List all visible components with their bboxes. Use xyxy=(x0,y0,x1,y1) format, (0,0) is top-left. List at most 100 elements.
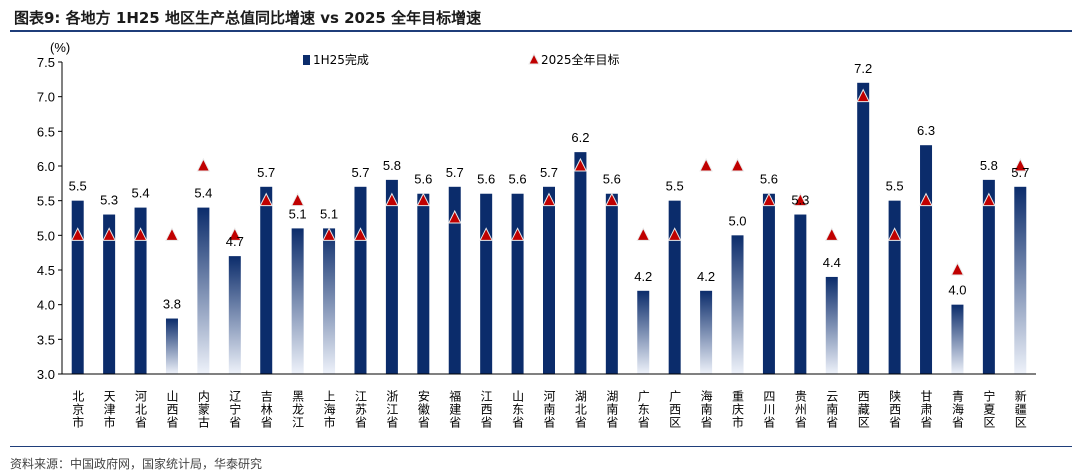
x-tick-label: 浙江省 xyxy=(385,390,399,429)
target-marker-6 xyxy=(259,192,274,207)
x-tick-label: 海南省 xyxy=(699,389,713,429)
bar-value-label: 5.7 xyxy=(257,165,275,180)
bar-26 xyxy=(888,200,901,374)
target-marker-3 xyxy=(165,227,179,241)
bar-value-label: 5.4 xyxy=(132,186,150,201)
bar-value-label: 5.7 xyxy=(446,165,464,180)
bars xyxy=(71,82,1027,375)
bar-19 xyxy=(668,200,681,374)
x-tick-label: 广东省 xyxy=(636,390,650,429)
bar-value-label: 5.3 xyxy=(100,193,118,208)
bar-value-label: 5.6 xyxy=(603,172,621,187)
target-marker-14 xyxy=(510,227,525,241)
bar-24 xyxy=(825,276,838,374)
target-marker-21 xyxy=(730,157,745,172)
bar-value-label: 4.7 xyxy=(226,234,244,249)
bar-27 xyxy=(920,145,933,374)
target-marker-24 xyxy=(824,227,839,241)
bar-21 xyxy=(731,235,744,374)
x-tick-label: 贵州省 xyxy=(793,390,807,429)
bar-value-label: 6.2 xyxy=(571,130,589,145)
bar-17 xyxy=(605,193,618,374)
bar-value-label: 5.5 xyxy=(69,179,87,194)
y-tick-label: 5.5 xyxy=(37,194,55,209)
bar-4 xyxy=(197,207,210,374)
bar-12 xyxy=(448,186,461,374)
target-marker-9 xyxy=(353,227,368,241)
target-marker-22 xyxy=(762,192,776,207)
bar-value-label: 5.1 xyxy=(289,206,307,221)
target-marker-18 xyxy=(636,227,651,241)
source-divider xyxy=(10,446,1072,447)
target-marker-7 xyxy=(290,192,305,207)
bar-value-label: 5.5 xyxy=(666,179,684,194)
target-marker-23 xyxy=(793,192,808,207)
bar-1 xyxy=(103,214,116,374)
x-tick-label: 重庆市 xyxy=(731,390,745,429)
bar-value-label: 5.7 xyxy=(540,165,558,180)
bar-value-label: 5.8 xyxy=(980,158,998,173)
x-tick-label: 陕西省 xyxy=(888,389,902,429)
y-tick-label: 6.0 xyxy=(37,159,55,174)
bar-value-label: 5.4 xyxy=(194,186,212,201)
x-tick-label: 新疆区 xyxy=(1013,389,1027,429)
bar-value-label: 6.3 xyxy=(917,123,935,138)
bar-22 xyxy=(762,193,775,374)
bar-value-label: 5.3 xyxy=(791,193,809,208)
bar-value-label: 4.2 xyxy=(634,269,652,284)
x-tick-label: 四川省 xyxy=(762,390,776,429)
target-marker-10 xyxy=(385,192,399,207)
bar-18 xyxy=(637,290,650,374)
x-tick-label: 山西省 xyxy=(165,390,179,429)
bar-15 xyxy=(543,186,555,374)
target-marker-2 xyxy=(133,227,148,241)
bar-23 xyxy=(794,214,807,374)
bar-3 xyxy=(165,318,178,374)
legend-bar-label: 1H25完成 xyxy=(313,52,369,67)
x-tick-label: 湖北省 xyxy=(573,389,587,429)
data-labels: 5.5 5.3 5.4 3.8 5.4 4.7 5.7 5.1 5.1 5.7 5.8 5.6 5.7 5… xyxy=(69,61,1030,312)
y-tick-label: 4.0 xyxy=(37,298,55,313)
x-tick-label: 上海市 xyxy=(322,390,336,429)
y-tick-label: 6.5 xyxy=(37,124,55,139)
target-markers xyxy=(70,88,1028,276)
bar-10 xyxy=(385,179,398,374)
y-tick-label: 7.0 xyxy=(37,90,55,105)
bar-value-label: 5.0 xyxy=(728,213,746,228)
bar-value-label: 4.2 xyxy=(697,269,715,284)
y-tick-label: 3.0 xyxy=(37,367,55,382)
bar-value-label: 3.8 xyxy=(163,297,181,312)
target-marker-13 xyxy=(479,227,493,241)
target-marker-26 xyxy=(887,227,902,241)
target-marker-29 xyxy=(982,192,996,207)
bar-11 xyxy=(417,193,430,374)
bar-value-label: 5.7 xyxy=(351,165,369,180)
x-tick-label: 河北省 xyxy=(134,390,148,429)
x-tick-label: 江西省 xyxy=(479,390,493,429)
x-tick-label: 河南省 xyxy=(542,390,556,429)
x-tick-label: 甘肃省 xyxy=(919,390,933,429)
bar-value-label: 4.4 xyxy=(823,255,841,270)
bar-value-label: 5.7 xyxy=(1011,165,1029,180)
bar-2 xyxy=(134,207,147,374)
y-unit-label: (%) xyxy=(50,40,70,55)
bar-value-label: 5.6 xyxy=(760,172,778,187)
legend-bar-swatch xyxy=(303,55,310,65)
x-tick-label: 辽宁省 xyxy=(228,390,242,429)
x-tick-label: 黑龙江 xyxy=(291,390,305,429)
x-axis: 北京市 天津市 河北省 山西省 内蒙古 辽宁省 吉林省 黑龙江 上海市 江苏省 浙江省 安徽省 福建省 江… xyxy=(62,373,1036,429)
target-marker-16 xyxy=(573,157,588,172)
target-marker-19 xyxy=(667,227,682,241)
target-marker-17 xyxy=(605,192,619,207)
bar-13 xyxy=(480,193,493,374)
target-marker-12 xyxy=(447,209,462,224)
bar-7 xyxy=(291,228,304,374)
legend: 1H25完成 2025全年目标 xyxy=(303,52,620,67)
bar-value-label: 5.6 xyxy=(509,172,527,187)
x-tick-label: 吉林省 xyxy=(259,390,273,429)
target-marker-4 xyxy=(196,157,211,172)
legend-marker-swatch xyxy=(528,52,540,65)
bar-29 xyxy=(982,179,995,374)
y-axis: 3.0 3.5 4.0 4.5 5.0 5.5 6.0 6.5 7.0 7.5 xyxy=(37,55,63,382)
bar-value-label: 5.5 xyxy=(886,179,904,194)
